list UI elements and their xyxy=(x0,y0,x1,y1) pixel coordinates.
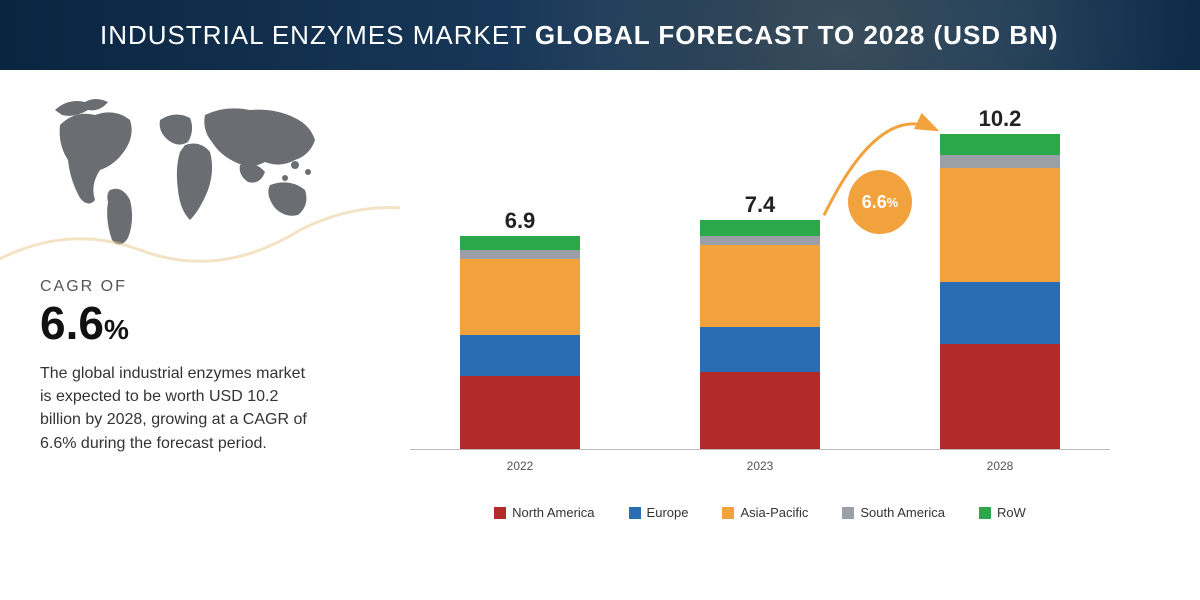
bar-segment xyxy=(700,220,820,235)
description-text: The global industrial enzymes market is … xyxy=(40,362,320,455)
chart-area: 6.920227.4202310.220286.6% North America… xyxy=(370,100,1150,520)
bar-segment xyxy=(940,344,1060,449)
content-row: CAGR OF 6.6% The global industrial enzym… xyxy=(0,70,1200,600)
right-panel: 6.920227.4202310.220286.6% North America… xyxy=(360,70,1200,600)
bar-segment xyxy=(700,372,820,449)
chart-plot: 6.92022 7.42023 10.22028 6.6% xyxy=(410,110,1110,450)
bar-group: 10.22028 xyxy=(940,134,1060,449)
legend-swatch xyxy=(494,507,506,519)
legend-item: Europe xyxy=(629,505,689,520)
legend-item: Asia-Pacific xyxy=(722,505,808,520)
bar-segment xyxy=(700,327,820,372)
bar-segment xyxy=(700,236,820,245)
cagr-label: CAGR OF xyxy=(40,278,340,296)
bar-segment xyxy=(460,259,580,335)
legend-item: North America xyxy=(494,505,594,520)
bar-total-label: 7.4 xyxy=(700,192,820,218)
legend-item: RoW xyxy=(979,505,1026,520)
bar-total-label: 10.2 xyxy=(940,106,1060,132)
legend-item: South America xyxy=(842,505,945,520)
bar-x-label: 2028 xyxy=(940,449,1060,473)
bar-segment xyxy=(460,250,580,259)
bar-segment xyxy=(460,335,580,377)
bar-segment xyxy=(460,236,580,250)
bar-total-label: 6.9 xyxy=(460,208,580,234)
cagr-value: 6.6% xyxy=(40,300,340,346)
bar-segment xyxy=(940,155,1060,167)
bar-segment xyxy=(460,376,580,449)
bar-segment xyxy=(940,134,1060,156)
bar-segment xyxy=(940,168,1060,282)
bar-group: 6.92022 xyxy=(460,236,580,449)
map-shapes xyxy=(55,99,315,245)
legend-label: Asia-Pacific xyxy=(740,505,808,520)
bar-x-label: 2023 xyxy=(700,449,820,473)
cagr-pct: % xyxy=(104,314,129,345)
legend-swatch xyxy=(979,507,991,519)
bar-group: 7.42023 xyxy=(700,220,820,449)
cagr-number: 6.6 xyxy=(40,297,104,349)
growth-badge: 6.6% xyxy=(848,170,912,234)
chart-legend: North America Europe Asia-Pacific South Ame… xyxy=(410,505,1110,520)
title-bold: GLOBAL FORECAST TO 2028 (USD BN) xyxy=(535,20,1059,50)
legend-label: RoW xyxy=(997,505,1026,520)
bar-x-label: 2022 xyxy=(460,449,580,473)
legend-swatch xyxy=(722,507,734,519)
left-panel: CAGR OF 6.6% The global industrial enzym… xyxy=(0,70,360,600)
header-title: INDUSTRIAL ENZYMES MARKET GLOBAL FORECAS… xyxy=(100,20,1059,51)
bar-segment xyxy=(940,282,1060,344)
world-map-svg xyxy=(40,90,340,260)
legend-label: North America xyxy=(512,505,594,520)
world-map xyxy=(40,90,340,260)
bar-segment xyxy=(700,245,820,327)
legend-label: South America xyxy=(860,505,945,520)
legend-swatch xyxy=(629,507,641,519)
title-light: INDUSTRIAL ENZYMES MARKET xyxy=(100,20,535,50)
header-banner: INDUSTRIAL ENZYMES MARKET GLOBAL FORECAS… xyxy=(0,0,1200,70)
legend-label: Europe xyxy=(647,505,689,520)
legend-swatch xyxy=(842,507,854,519)
